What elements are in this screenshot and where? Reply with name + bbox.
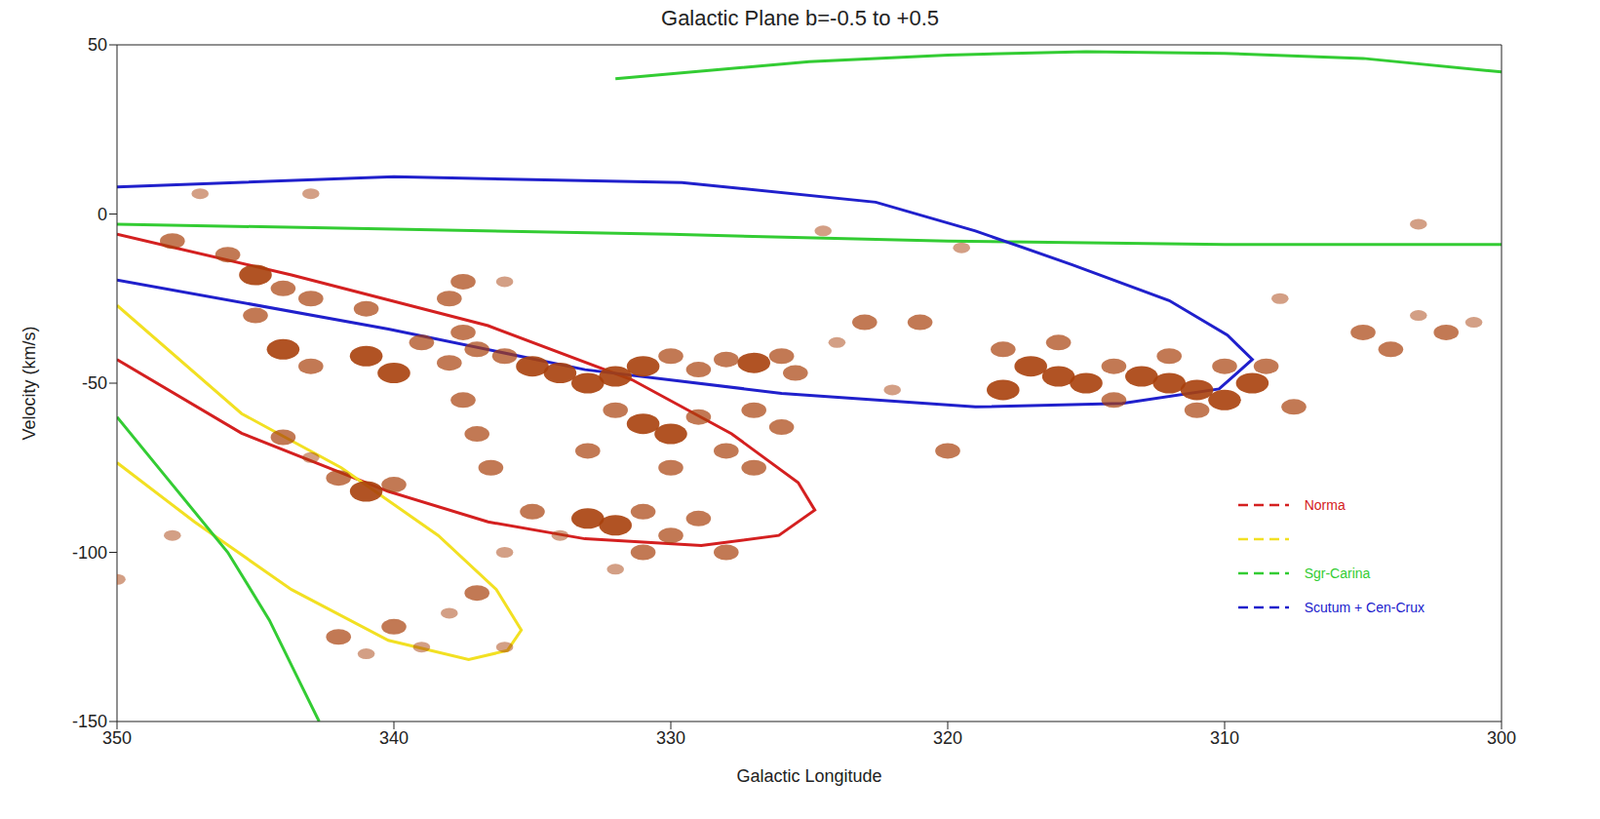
svg-text:310: 310	[1209, 728, 1240, 748]
svg-text:Velocity (km/s): Velocity (km/s)	[19, 325, 40, 440]
html-text:Scutum + Cen-Crux: Scutum + Cen-Crux	[1304, 599, 1425, 615]
svg-text:320: 320	[933, 728, 963, 748]
svg-text:-100: -100	[72, 543, 108, 563]
svg-text:0: 0	[97, 204, 108, 225]
html-text:Norma: Norma	[1304, 496, 1346, 513]
svg-text:Galactic Longitude: Galactic Longitude	[736, 766, 882, 786]
svg-text:300: 300	[1486, 728, 1517, 748]
html-text:Galactic Plane b=-0.5 to +0.5: Galactic Plane b=-0.5 to +0.5	[661, 5, 939, 31]
svg-text:-50: -50	[81, 373, 108, 393]
html-text:Sgr-Carina: Sgr-Carina	[1304, 565, 1371, 581]
svg-text:340: 340	[379, 728, 409, 748]
svg-text:50: 50	[87, 35, 108, 55]
svg-text:350: 350	[102, 728, 132, 748]
svg-text:330: 330	[656, 728, 686, 748]
svg-text:-150: -150	[72, 711, 108, 732]
